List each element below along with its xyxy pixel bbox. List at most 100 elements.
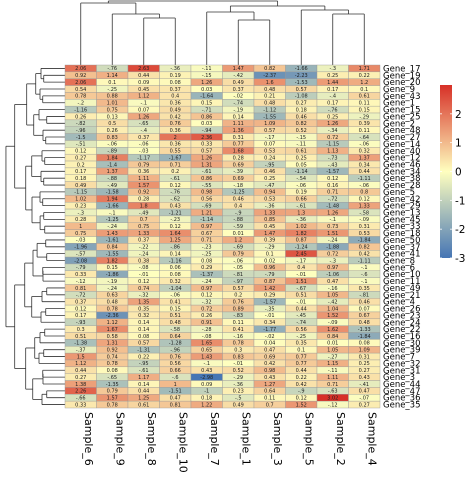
cell-value-label: 0.28 [138, 197, 149, 203]
cell-value-label: 0.3 [234, 347, 242, 353]
cell-value-label: 0.98 [264, 368, 275, 374]
cell-value-label: -1.17 [137, 155, 150, 161]
cell-value-label: -.25 [296, 334, 306, 340]
cell-value-label: -.19 [233, 107, 243, 113]
cell-value-label: -.1 [329, 217, 336, 223]
cell-value-label: -.81 [233, 272, 243, 278]
cell-value-label: -2.36 [106, 313, 119, 319]
cell-value-label: 0.8 [360, 190, 368, 196]
cell-value-label: 0.78 [107, 306, 118, 312]
cell-value-label: -1.48 [326, 203, 339, 209]
cell-value-label: -.65 [139, 121, 149, 127]
cell-value-label: 0.32 [138, 313, 149, 319]
cell-value-label: 0.96 [264, 265, 275, 271]
cell-value-label: 1.12 [138, 94, 149, 100]
cell-value-label: 0.75 [107, 107, 118, 113]
cell-value-label: -.6 [361, 272, 368, 278]
row-label: Gene_3 [383, 373, 415, 383]
cell-value-label: 1.3 [297, 210, 305, 216]
cell-value-label: 0.14 [233, 114, 244, 120]
row-label: Gene_26 [383, 305, 421, 315]
row-label: Gene_15 [383, 106, 421, 116]
cell-value-label: 0.41 [170, 299, 181, 305]
cell-value-label: 0.31 [359, 354, 370, 360]
cell-value-label: 0.14 [138, 382, 149, 388]
cell-value-label: 0.08 [170, 80, 181, 86]
cell-value-label: 0.75 [75, 231, 86, 237]
cell-value-label: 0.37 [138, 135, 149, 141]
cell-value-label: -.41 [359, 382, 369, 388]
cell-value-label: 1.02 [296, 224, 307, 230]
row-label: Gene_39 [383, 346, 421, 356]
cell-value-label: -1.06 [326, 272, 339, 278]
cell-value-label: 0.87 [296, 238, 307, 244]
cell-value-label: -1.24 [295, 245, 308, 251]
cell-value-label: 0.43 [201, 368, 212, 374]
cell-value-label: 0.76 [233, 299, 244, 305]
cell-value-label: -.1 [361, 279, 368, 285]
column-label: Sample_7 [208, 412, 221, 466]
cell-value-label: 1.52 [296, 402, 307, 408]
cell-value-label: -.97 [233, 279, 243, 285]
cell-value-label: 3.02 [327, 396, 338, 402]
cell-value-label: 0.34 [264, 320, 275, 326]
cell-value-label: 0.79 [233, 251, 244, 257]
row-label: Gene_16 [383, 332, 421, 342]
cell-value-label: 0.19 [296, 190, 307, 196]
cell-value-label: 0.41 [233, 327, 244, 333]
cell-value-label: 0.07 [138, 107, 149, 113]
cell-value-label: 1.27 [264, 382, 275, 388]
cell-value-label: 0.27 [359, 402, 370, 408]
column-label: Sample_9 [113, 412, 126, 466]
cell-value-label: -1.84 [358, 238, 371, 244]
cell-value-label: -.4 [140, 128, 147, 134]
cell-value-label: 1.43 [107, 231, 118, 237]
cell-value-label: 0.76 [170, 121, 181, 127]
cell-value-label: -.76 [170, 190, 180, 196]
cell-value-label: -.43 [328, 162, 338, 168]
cell-value-label: -1.57 [263, 299, 276, 305]
cell-value-label: -2.08 [74, 258, 87, 264]
cell-value-label: -1.15 [326, 142, 339, 148]
column-label: Sample_6 [82, 412, 95, 466]
cell-value-label: -1.86 [106, 272, 119, 278]
cell-value-label: 0.14 [138, 320, 149, 326]
cell-value-label: 0.82 [296, 121, 307, 127]
cell-value-label: 0.12 [75, 306, 86, 312]
cell-value-label: 0.36 [170, 142, 181, 148]
cell-value-label: 0.51 [75, 334, 86, 340]
row-label: Gene_27 [383, 133, 421, 143]
cell-value-label: 0.49 [75, 183, 86, 189]
row-label: Gene_21 [383, 291, 421, 301]
column-label: Sample_8 [145, 412, 158, 466]
cell-value-label: 0.12 [296, 396, 307, 402]
cell-value-label: 1.09 [264, 121, 275, 127]
cell-value-label: -1.25 [106, 217, 119, 223]
cell-value-label: -.81 [359, 293, 369, 299]
cell-value-label: -.63 [328, 389, 338, 395]
cell-value-label: 0.35 [138, 306, 149, 312]
cell-value-label: 1.12 [107, 320, 118, 326]
row-label: Gene_10 [383, 270, 421, 280]
cell-value-label: -.66 [76, 396, 86, 402]
cell-value-label: 0.37 [233, 87, 244, 93]
cell-value-label: -.9 [298, 389, 305, 395]
cell-value-label: 0.12 [201, 293, 212, 299]
cell-value-label: 0.42 [359, 251, 370, 257]
row-label: Gene_25 [383, 112, 421, 122]
cell-value-label: 1.57 [107, 396, 118, 402]
cell-value-label: 0.82 [359, 245, 370, 251]
cell-value-label: -.45 [296, 313, 306, 319]
cell-value-label: 0.03 [201, 87, 212, 93]
cell-value-label: 1.2 [360, 80, 368, 86]
cell-value-label: 0.19 [170, 73, 181, 79]
cell-value-label: 1.04 [327, 306, 338, 312]
cell-value-label: 0.69 [233, 176, 244, 182]
row-label: Gene_20 [383, 78, 421, 88]
cell-value-label: 1.14 [107, 73, 118, 79]
cell-value-label: 1 [174, 382, 177, 388]
cell-value-label: 1.31 [107, 341, 118, 347]
cell-value-label: -1.14 [295, 169, 308, 175]
cell-value-label: 0.43 [359, 375, 370, 381]
cell-value-label: -.24 [107, 224, 117, 230]
